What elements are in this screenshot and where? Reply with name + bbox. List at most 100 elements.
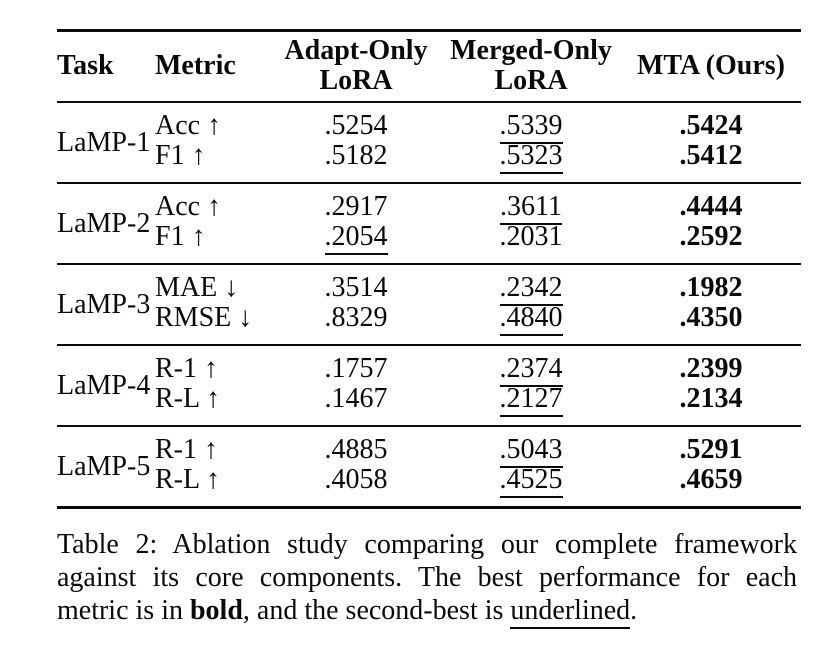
table-header: Task Metric Adapt-Only LoRA Merged-Only … bbox=[57, 31, 801, 103]
table-row: LaMP-1 Acc ↑ .5254 .5339 .5424 bbox=[57, 102, 801, 157]
table-row: LaMP-3 MAE ↓ .3514 .2342 .1982 bbox=[57, 264, 801, 319]
ablation-table: Task Metric Adapt-Only LoRA Merged-Only … bbox=[57, 29, 801, 509]
value-cell: .2031 bbox=[441, 222, 621, 264]
value-text: .5291 bbox=[679, 434, 743, 465]
header-metric: Metric bbox=[155, 50, 236, 81]
table-row: LaMP-2 Acc ↑ .2917 .3611 .4444 bbox=[57, 183, 801, 238]
task-cell: LaMP-4 bbox=[57, 369, 151, 401]
metric-cell: R-1 ↑ bbox=[155, 353, 218, 384]
value-text: .4885 bbox=[324, 434, 388, 465]
value-text: .1982 bbox=[679, 272, 743, 303]
value-text: .5182 bbox=[324, 140, 388, 171]
metric-cell: Acc ↑ bbox=[155, 110, 222, 141]
value-cell: .2917 bbox=[271, 183, 441, 222]
metric-cell: R-L ↑ bbox=[155, 383, 221, 414]
value-cell: .2134 bbox=[621, 384, 801, 426]
caption-segment: , and the second-best is bbox=[242, 595, 511, 626]
value-cell: .5339 bbox=[441, 102, 621, 144]
value-text: .2134 bbox=[679, 383, 743, 414]
value-text: .3514 bbox=[324, 272, 388, 303]
value-cell: .1757 bbox=[271, 345, 441, 384]
header-adapt-only-lora: Adapt-Only LoRA bbox=[271, 31, 441, 103]
value-text: .4350 bbox=[679, 302, 743, 333]
value-cell: .2342 bbox=[441, 264, 621, 306]
metric-cell: R-1 ↑ bbox=[155, 434, 218, 465]
task-cell: LaMP-3 bbox=[57, 288, 151, 320]
caption-segment: Table 2: Ablation study comparing our co… bbox=[57, 529, 797, 626]
table-caption: Table 2: Ablation study comparing our co… bbox=[57, 528, 797, 629]
header-line: LoRA bbox=[319, 65, 393, 96]
value-cell: .3611 bbox=[441, 183, 621, 225]
value-text: .2592 bbox=[679, 221, 743, 252]
value-cell: .4659 bbox=[621, 465, 801, 508]
value-cell: .2374 bbox=[441, 345, 621, 387]
value-text: .1757 bbox=[324, 353, 388, 384]
value-text: .4525 bbox=[499, 464, 563, 498]
value-cell: .2399 bbox=[621, 345, 801, 384]
table-row: LaMP-5 R-1 ↑ .4885 .5043 .5291 bbox=[57, 426, 801, 481]
value-cell: .5182 bbox=[271, 141, 441, 183]
metric-cell: F1 ↑ bbox=[155, 140, 206, 171]
task-cell: LaMP-5 bbox=[57, 450, 151, 482]
value-cell: .1467 bbox=[271, 384, 441, 426]
header-line: LoRA bbox=[494, 65, 568, 96]
value-text: .5424 bbox=[679, 110, 743, 141]
header-line: Adapt-Only bbox=[284, 35, 428, 66]
value-text: .2031 bbox=[499, 221, 563, 252]
value-text: .4058 bbox=[324, 464, 388, 495]
value-cell: .5424 bbox=[621, 102, 801, 141]
caption-segment: bold bbox=[189, 595, 243, 626]
header-merged-only-lora: Merged-Only LoRA bbox=[441, 31, 621, 103]
value-cell: .5412 bbox=[621, 141, 801, 183]
value-text: .4840 bbox=[499, 302, 563, 336]
value-cell: .5323 bbox=[441, 140, 621, 183]
task-group: LaMP-2 Acc ↑ .2917 .3611 .4444 F1 ↑ .2054 .2031… bbox=[57, 183, 801, 264]
value-cell: .2127 bbox=[441, 383, 621, 426]
value-text: .5339 bbox=[499, 110, 563, 144]
task-group: LaMP-3 MAE ↓ .3514 .2342 .1982 RMSE ↓ .8329 .48… bbox=[57, 264, 801, 345]
header-row: Task Metric Adapt-Only LoRA Merged-Only … bbox=[57, 31, 801, 103]
table-row: F1 ↑ .5182 .5323 .5412 bbox=[57, 140, 801, 183]
header-task: Task bbox=[57, 50, 114, 81]
value-text: .5412 bbox=[679, 140, 743, 171]
task-group: LaMP-4 R-1 ↑ .1757 .2374 .2399 R-L ↑ .1467 .212… bbox=[57, 345, 801, 426]
value-cell: .4444 bbox=[621, 183, 801, 222]
table-container: Task Metric Adapt-Only LoRA Merged-Only … bbox=[57, 29, 801, 509]
value-cell: .4885 bbox=[271, 426, 441, 465]
task-cell: LaMP-2 bbox=[57, 207, 151, 239]
value-cell: .1982 bbox=[621, 264, 801, 303]
table-row: F1 ↑ .2054 .2031 .2592 bbox=[57, 221, 801, 264]
header-line: Merged-Only bbox=[450, 35, 612, 66]
value-text: .5043 bbox=[499, 434, 563, 468]
table-row: RMSE ↓ .8329 .4840 .4350 bbox=[57, 302, 801, 345]
value-text: .5323 bbox=[499, 140, 563, 174]
value-cell: .5291 bbox=[621, 426, 801, 465]
table-row: R-L ↑ .1467 .2127 .2134 bbox=[57, 383, 801, 426]
value-text: .4659 bbox=[679, 464, 743, 495]
caption-segment: underlined bbox=[510, 595, 631, 629]
value-text: .2054 bbox=[324, 221, 388, 255]
value-text: .3611 bbox=[500, 191, 562, 225]
value-text: .2374 bbox=[499, 353, 563, 387]
task-cell: LaMP-1 bbox=[57, 126, 151, 158]
task-group: LaMP-5 R-1 ↑ .4885 .5043 .5291 R-L ↑ .4058 .452… bbox=[57, 426, 801, 508]
value-cell: .5254 bbox=[271, 102, 441, 141]
value-text: .2342 bbox=[499, 272, 563, 306]
value-cell: .4058 bbox=[271, 465, 441, 508]
value-cell: .3514 bbox=[271, 264, 441, 303]
value-cell: .2054 bbox=[271, 221, 441, 264]
value-cell: .4840 bbox=[441, 302, 621, 345]
metric-cell: RMSE ↓ bbox=[155, 302, 253, 333]
table-row: R-L ↑ .4058 .4525 .4659 bbox=[57, 464, 801, 508]
metric-cell: R-L ↑ bbox=[155, 464, 221, 495]
value-cell: .8329 bbox=[271, 303, 441, 345]
value-cell: .4350 bbox=[621, 303, 801, 345]
value-text: .2917 bbox=[324, 191, 388, 222]
header-mta-ours: MTA (Ours) bbox=[636, 50, 786, 81]
value-text: .5254 bbox=[324, 110, 388, 141]
metric-cell: F1 ↑ bbox=[155, 221, 206, 252]
value-text: .8329 bbox=[324, 302, 388, 333]
value-text: .1467 bbox=[324, 383, 388, 414]
caption-segment: . bbox=[630, 595, 638, 626]
